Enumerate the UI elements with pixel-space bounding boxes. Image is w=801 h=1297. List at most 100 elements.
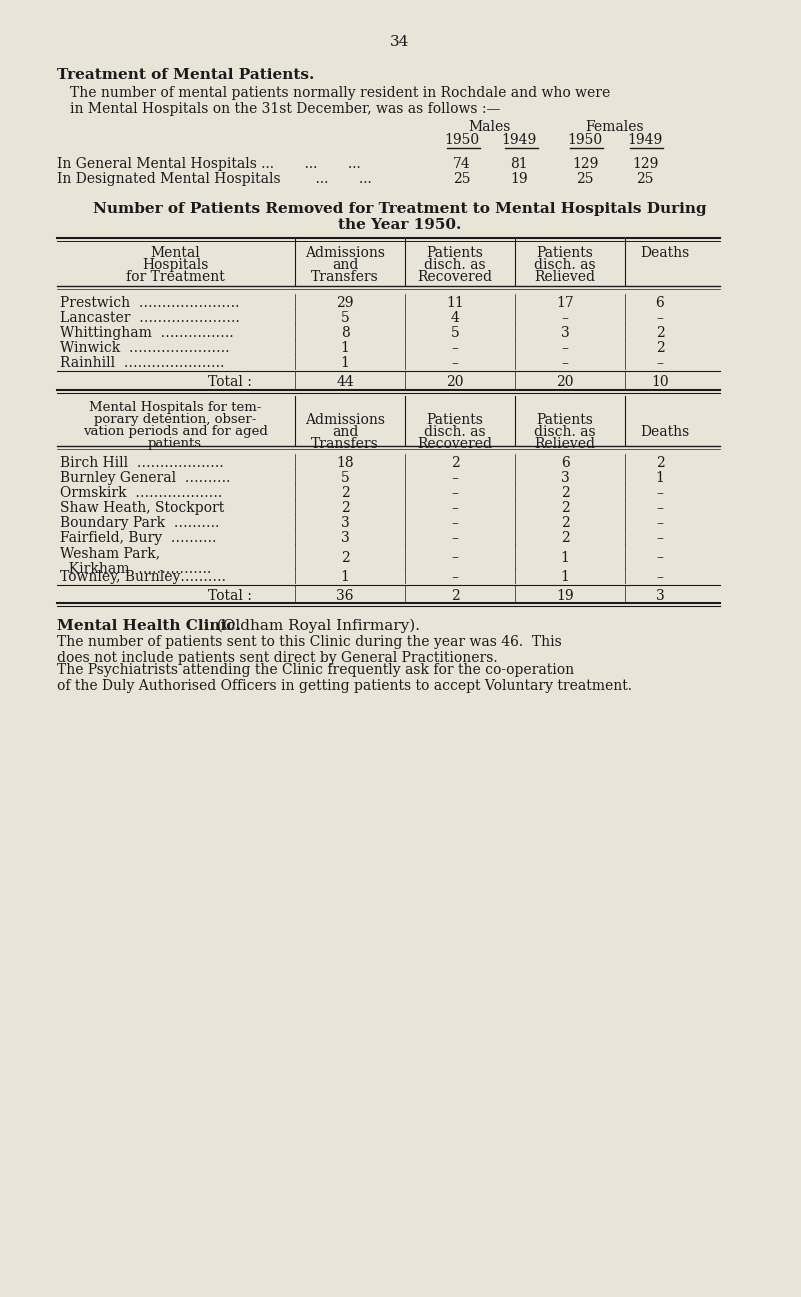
Text: 1: 1 — [655, 471, 665, 485]
Text: 5: 5 — [340, 471, 349, 485]
Text: 17: 17 — [556, 296, 574, 310]
Text: Deaths: Deaths — [640, 246, 690, 259]
Text: Wesham Park,
  Kirkham  …………….: Wesham Park, Kirkham ……………. — [60, 546, 211, 576]
Text: Patients: Patients — [427, 412, 484, 427]
Text: Admissions: Admissions — [305, 412, 385, 427]
Text: 3: 3 — [561, 326, 570, 340]
Text: Males: Males — [469, 121, 511, 134]
Text: Mental Health Clinic.: Mental Health Clinic. — [57, 619, 241, 633]
Text: Mental Hospitals for tem-: Mental Hospitals for tem- — [89, 401, 261, 414]
Text: Burnley General  ……….: Burnley General ………. — [60, 471, 231, 485]
Text: Recovered: Recovered — [417, 270, 493, 284]
Text: and: and — [332, 425, 358, 438]
Text: 129: 129 — [632, 157, 658, 171]
Text: 8: 8 — [340, 326, 349, 340]
Text: 6: 6 — [656, 296, 664, 310]
Text: –: – — [452, 530, 458, 545]
Text: 2: 2 — [561, 486, 570, 501]
Text: 2: 2 — [561, 530, 570, 545]
Text: Total :: Total : — [208, 375, 252, 389]
Text: –: – — [657, 486, 663, 501]
Text: The Psychiatrists attending the Clinic frequently ask for the co-operation
of th: The Psychiatrists attending the Clinic f… — [57, 663, 632, 693]
Text: disch. as: disch. as — [425, 258, 486, 272]
Text: Whittingham  …………….: Whittingham ……………. — [60, 326, 234, 340]
Text: –: – — [657, 530, 663, 545]
Text: 1949: 1949 — [627, 134, 662, 147]
Text: –: – — [452, 471, 458, 485]
Text: Females: Females — [586, 121, 644, 134]
Text: Transfers: Transfers — [311, 270, 379, 284]
Text: Fairfield, Bury  ……….: Fairfield, Bury ………. — [60, 530, 216, 545]
Text: Rainhill  ………………….: Rainhill …………………. — [60, 355, 224, 370]
Text: 1: 1 — [561, 550, 570, 564]
Text: 20: 20 — [446, 375, 464, 389]
Text: Shaw Heath, Stockport: Shaw Heath, Stockport — [60, 501, 224, 515]
Text: Birch Hill  ……………….: Birch Hill ………………. — [60, 457, 223, 470]
Text: Total :: Total : — [208, 589, 252, 603]
Text: –: – — [657, 311, 663, 326]
Text: 11: 11 — [446, 296, 464, 310]
Text: 5: 5 — [340, 311, 349, 326]
Text: 25: 25 — [453, 173, 471, 185]
Text: Mental: Mental — [150, 246, 200, 259]
Text: patients: patients — [148, 437, 202, 450]
Text: disch. as: disch. as — [425, 425, 486, 438]
Text: porary detention, obser-: porary detention, obser- — [94, 412, 256, 425]
Text: Hospitals: Hospitals — [142, 258, 208, 272]
Text: –: – — [452, 341, 458, 355]
Text: Winwick  ………………….: Winwick …………………. — [60, 341, 230, 355]
Text: and: and — [332, 258, 358, 272]
Text: 6: 6 — [561, 457, 570, 470]
Text: –: – — [452, 501, 458, 515]
Text: 2: 2 — [340, 550, 349, 564]
Text: 10: 10 — [651, 375, 669, 389]
Text: 34: 34 — [390, 35, 409, 49]
Text: The number of mental patients normally resident in Rochdale and who were
in Ment: The number of mental patients normally r… — [70, 86, 610, 117]
Text: Recovered: Recovered — [417, 437, 493, 451]
Text: Lancaster  ………………….: Lancaster …………………. — [60, 311, 239, 326]
Text: The number of patients sent to this Clinic during the year was 46.  This
does no: The number of patients sent to this Clin… — [57, 636, 562, 665]
Text: In General Mental Hospitals ...       ...       ...: In General Mental Hospitals ... ... ... — [57, 157, 360, 171]
Text: Boundary Park  ……….: Boundary Park ………. — [60, 516, 219, 530]
Text: 74: 74 — [453, 157, 471, 171]
Text: (Oldham Royal Infirmary).: (Oldham Royal Infirmary). — [207, 619, 420, 633]
Text: disch. as: disch. as — [534, 258, 596, 272]
Text: –: – — [657, 355, 663, 370]
Text: 1: 1 — [561, 569, 570, 584]
Text: Number of Patients Removed for Treatment to Mental Hospitals During: Number of Patients Removed for Treatment… — [93, 202, 706, 217]
Text: 2: 2 — [451, 457, 460, 470]
Text: –: – — [562, 311, 569, 326]
Text: Relieved: Relieved — [534, 270, 595, 284]
Text: 2: 2 — [451, 589, 460, 603]
Text: 1: 1 — [340, 569, 349, 584]
Text: 81: 81 — [510, 157, 528, 171]
Text: 44: 44 — [336, 375, 354, 389]
Text: Relieved: Relieved — [534, 437, 595, 451]
Text: 2: 2 — [656, 326, 664, 340]
Text: –: – — [657, 501, 663, 515]
Text: In Designated Mental Hospitals        ...       ...: In Designated Mental Hospitals ... ... — [57, 173, 372, 185]
Text: –: – — [562, 355, 569, 370]
Text: 1950: 1950 — [445, 134, 480, 147]
Text: 36: 36 — [336, 589, 354, 603]
Text: disch. as: disch. as — [534, 425, 596, 438]
Text: 2: 2 — [561, 516, 570, 530]
Text: 5: 5 — [451, 326, 460, 340]
Text: 19: 19 — [510, 173, 528, 185]
Text: 129: 129 — [572, 157, 598, 171]
Text: –: – — [657, 550, 663, 564]
Text: –: – — [452, 569, 458, 584]
Text: 1: 1 — [340, 355, 349, 370]
Text: 2: 2 — [656, 341, 664, 355]
Text: 1950: 1950 — [567, 134, 602, 147]
Text: –: – — [452, 355, 458, 370]
Text: 3: 3 — [561, 471, 570, 485]
Text: Townley, Burnley……….: Townley, Burnley………. — [60, 569, 226, 584]
Text: –: – — [452, 550, 458, 564]
Text: 25: 25 — [576, 173, 594, 185]
Text: 19: 19 — [556, 589, 574, 603]
Text: Ormskirk  ……………….: Ormskirk ………………. — [60, 486, 222, 501]
Text: 29: 29 — [336, 296, 354, 310]
Text: 2: 2 — [340, 501, 349, 515]
Text: vation periods and for aged: vation periods and for aged — [83, 425, 268, 438]
